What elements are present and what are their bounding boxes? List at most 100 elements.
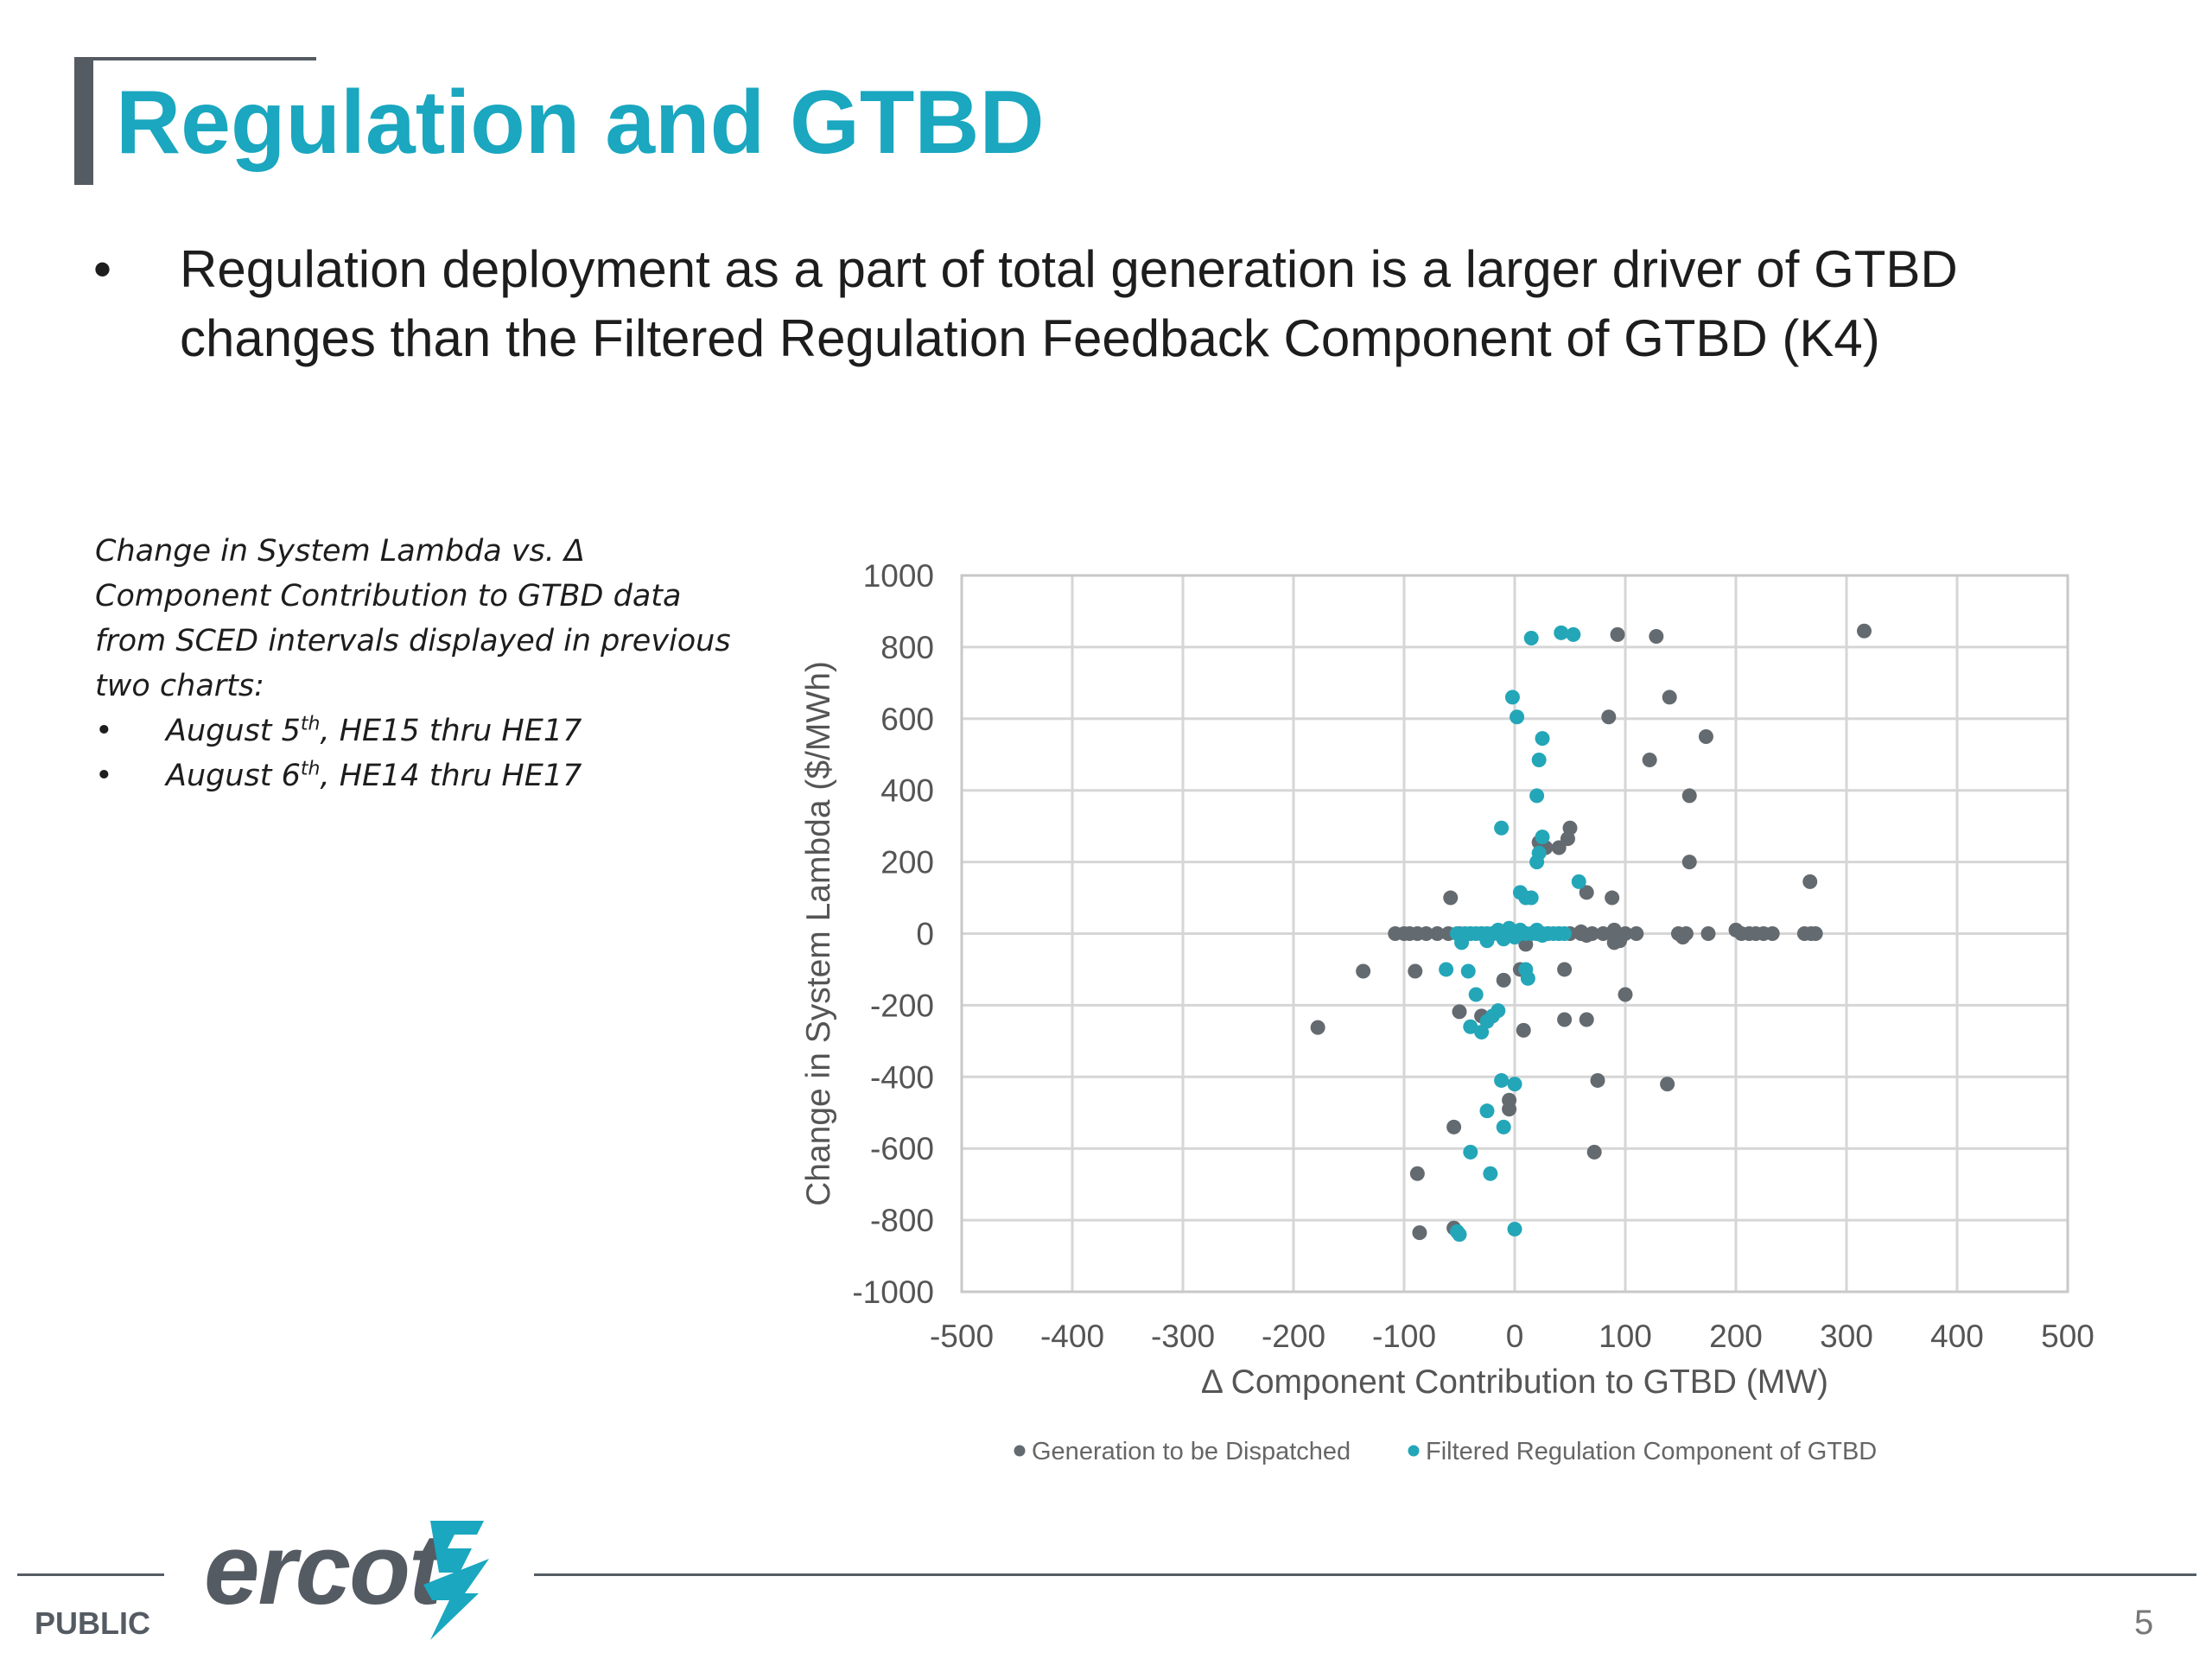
- data-point-regulation: [1460, 963, 1476, 979]
- data-point-regulation: [1535, 731, 1550, 747]
- legend-marker: [1014, 1445, 1026, 1457]
- data-point-regulation: [1507, 1077, 1522, 1092]
- data-point-generation: [1502, 1092, 1517, 1108]
- data-point-generation: [1700, 926, 1716, 941]
- side-note-item-date: August 6: [166, 759, 301, 793]
- title-accent-bar: [74, 57, 93, 185]
- y-tick-label: 0: [916, 917, 934, 952]
- data-point-regulation: [1520, 970, 1535, 986]
- data-point-regulation: [1554, 625, 1569, 640]
- data-point-regulation: [1483, 1166, 1498, 1181]
- plot-area-border: [960, 574, 2069, 1294]
- y-tick-label: -200: [870, 988, 934, 1023]
- data-point-regulation: [1529, 788, 1545, 804]
- legend-label: Generation to be Dispatched: [1032, 1438, 1351, 1465]
- bullet-symbol: •: [93, 240, 112, 298]
- data-point-generation: [1629, 926, 1644, 941]
- data-point-generation: [1642, 752, 1657, 767]
- x-tick-label: 100: [1599, 1319, 1652, 1354]
- footer-divider-left: [17, 1573, 164, 1576]
- data-point-generation: [1579, 1012, 1594, 1027]
- data-point-regulation: [1571, 874, 1586, 889]
- x-tick-label: 500: [2041, 1319, 2094, 1354]
- data-point-generation: [1681, 855, 1697, 870]
- footer-public-label: PUBLIC: [35, 1605, 150, 1641]
- x-axis-label: Δ Component Contribution to GTBD (MW): [1201, 1363, 1828, 1401]
- side-note-item-range: , HE15 thru HE17: [320, 714, 582, 748]
- data-point-generation: [1429, 926, 1445, 941]
- legend-marker: [1408, 1445, 1420, 1457]
- data-point-generation: [1678, 926, 1694, 941]
- data-point-generation: [1446, 1119, 1462, 1135]
- y-tick-label: -800: [870, 1203, 934, 1238]
- y-axis-label: Change in System Lambda ($/MWh): [800, 661, 837, 1206]
- data-point-regulation: [1494, 820, 1510, 836]
- side-note-item-date: August 5: [166, 714, 301, 748]
- side-note-item-aug6: • August 6th, HE14 thru HE17: [95, 753, 752, 798]
- data-point-regulation: [1531, 752, 1547, 767]
- data-point-generation: [1409, 1166, 1425, 1181]
- y-tick-label: -600: [870, 1131, 934, 1166]
- data-point-generation: [1595, 926, 1611, 941]
- data-point-generation: [1356, 963, 1371, 979]
- legend-label: Filtered Regulation Component of GTBD: [1426, 1438, 1877, 1465]
- data-point-generation: [1560, 831, 1575, 847]
- data-point-regulation: [1494, 1072, 1510, 1088]
- data-point-generation: [1802, 874, 1818, 889]
- y-tick-label: 400: [880, 773, 934, 809]
- data-point-regulation: [1535, 928, 1550, 944]
- data-point-regulation: [1507, 1221, 1522, 1236]
- y-tick-label: 1000: [863, 558, 934, 594]
- x-tick-label: -300: [1151, 1319, 1215, 1354]
- data-point-generation: [1310, 1020, 1325, 1035]
- y-tick-label: -400: [870, 1059, 934, 1095]
- footer-divider-right: [534, 1573, 2196, 1576]
- main-bullet: • Regulation deployment as a part of tot…: [93, 235, 2150, 373]
- y-tick-label: 600: [880, 702, 934, 737]
- data-point-regulation: [1463, 1144, 1478, 1160]
- y-tick-label: 800: [880, 630, 934, 665]
- data-point-generation: [1412, 1225, 1427, 1241]
- data-point-generation: [1408, 963, 1423, 979]
- data-point-generation: [1516, 1022, 1531, 1038]
- data-point-regulation: [1557, 926, 1573, 941]
- data-point-generation: [1579, 885, 1594, 900]
- side-note: Change in System Lambda vs. Δ Component …: [95, 529, 752, 798]
- data-point-regulation: [1474, 1024, 1490, 1039]
- data-point-generation: [1419, 926, 1434, 941]
- data-point-regulation: [1535, 830, 1550, 845]
- data-point-regulation: [1507, 930, 1522, 945]
- data-point-regulation: [1566, 626, 1581, 642]
- y-tick-label: -1000: [852, 1274, 934, 1310]
- data-point-generation: [1681, 788, 1697, 804]
- data-point-generation: [1557, 1012, 1573, 1027]
- side-note-bullet: •: [95, 759, 113, 793]
- x-tick-label: 200: [1709, 1319, 1763, 1354]
- main-bullet-text: Regulation deployment as a part of total…: [180, 240, 1958, 367]
- data-point-regulation: [1529, 855, 1545, 870]
- data-point-generation: [1610, 626, 1625, 642]
- data-point-generation: [1856, 623, 1872, 639]
- x-tick-label: 300: [1820, 1319, 1873, 1354]
- data-point-generation: [1662, 690, 1677, 705]
- data-point-generation: [1649, 628, 1664, 644]
- data-point-generation: [1764, 926, 1780, 941]
- page-number: 5: [2134, 1604, 2154, 1642]
- data-point-regulation: [1439, 962, 1454, 977]
- data-point-regulation: [1454, 935, 1470, 950]
- slide-title: Regulation and GTBD: [116, 73, 1045, 173]
- logo-wordmark: ercot: [204, 1513, 442, 1625]
- side-note-item-sup: th: [300, 758, 321, 780]
- x-tick-label: 400: [1930, 1319, 1984, 1354]
- title-accent-line: [74, 57, 316, 60]
- x-tick-label: -100: [1372, 1319, 1436, 1354]
- data-point-generation: [1660, 1077, 1675, 1092]
- side-note-bullet: •: [95, 714, 113, 748]
- data-point-regulation: [1496, 931, 1511, 947]
- data-point-generation: [1557, 962, 1573, 977]
- x-tick-label: -200: [1262, 1319, 1325, 1354]
- x-tick-label: -500: [930, 1319, 994, 1354]
- data-point-generation: [1590, 1072, 1605, 1088]
- data-point-regulation: [1479, 933, 1495, 949]
